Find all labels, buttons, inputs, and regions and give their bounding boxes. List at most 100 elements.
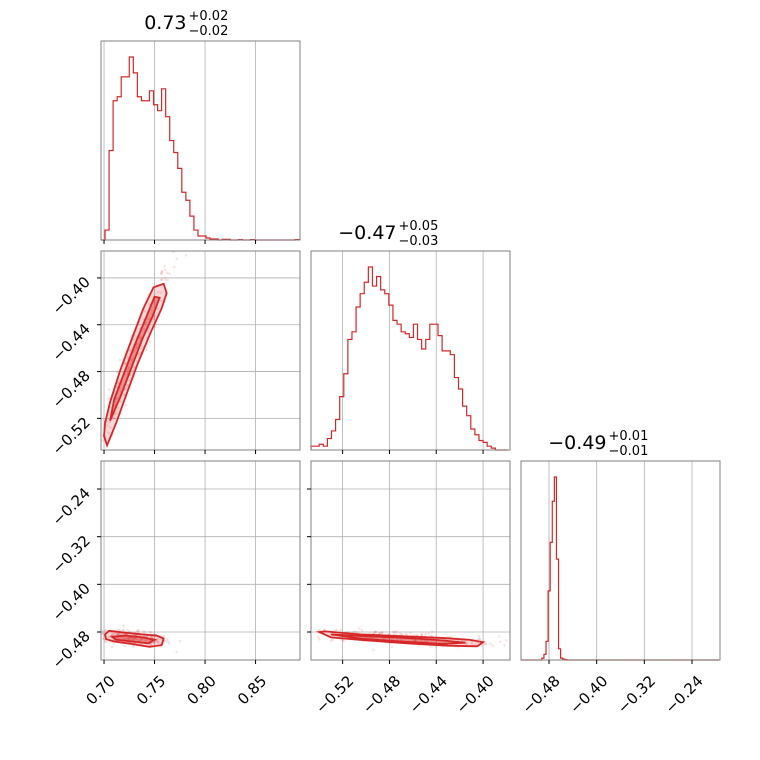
pair-0-1-point [159, 272, 163, 275]
pair-0-1-point [146, 330, 150, 334]
pair-0-2-point [136, 630, 139, 634]
panel-r2-c0-frame [100, 460, 301, 661]
pair-0-2-point [156, 641, 160, 645]
pair-0-1-point [122, 393, 126, 397]
pair-0-1-point [127, 366, 131, 370]
pair-0-1-outer-contour [103, 282, 168, 448]
pair-0-1-point [145, 321, 148, 325]
pair-0-1-point [159, 299, 163, 302]
pair-0-1-point [115, 385, 119, 389]
pair-0-2-point [110, 632, 114, 635]
ytick-label-param-2-2: −0.32 [49, 532, 94, 577]
pair-0-2-point [144, 639, 147, 642]
pair-0-1-point [116, 370, 119, 374]
pair-0-2-point [134, 637, 138, 640]
pair-0-2-point [123, 637, 127, 641]
pair-1-2-point [339, 628, 343, 632]
pair-1-2-point [393, 630, 396, 634]
pair-1-2-point [498, 640, 502, 644]
pair-1-2-point [405, 633, 409, 636]
pair-0-2-point [167, 642, 171, 645]
pair-1-2-point [413, 639, 416, 642]
pair-0-2-point [175, 650, 178, 654]
xtick-label-param-2-0: −0.48 [519, 672, 564, 717]
pair-0-1-point [126, 368, 130, 371]
xtick-label-param-0-2: 0.80 [183, 672, 219, 708]
pair-0-2-point [126, 628, 130, 632]
pair-1-2-point [478, 637, 481, 640]
pair-0-1-point [164, 278, 168, 282]
pair-0-1-point [101, 439, 104, 442]
pair-0-1-point [130, 358, 134, 362]
pair-0-2-point [156, 638, 160, 641]
pair-0-2-point [165, 637, 169, 641]
pair-0-1-point [165, 271, 169, 275]
pair-1-2-point [424, 639, 427, 643]
pair-0-1-point [116, 396, 119, 400]
xtick-label-param-0-3: 0.85 [234, 672, 270, 708]
panel-r1-c1-frame [310, 250, 511, 451]
pair-1-2-point [430, 630, 434, 634]
pair-0-2-point [115, 628, 119, 632]
pair-0-2-point [166, 639, 170, 643]
pair-0-1-point [159, 278, 163, 282]
pair-0-1-point [166, 278, 170, 282]
pair-0-1-point [150, 308, 154, 312]
pair-0-1-point [129, 362, 133, 366]
pair-0-1-point [112, 417, 115, 420]
pair-0-2-point [110, 646, 114, 649]
pair-0-2-point [143, 631, 146, 634]
pair-1-2-point [471, 642, 474, 646]
pair-1-2-point [329, 639, 333, 642]
pair-0-2-point [117, 632, 120, 636]
pair-0-1-point [124, 362, 127, 366]
pair-0-1-point [172, 265, 176, 269]
pair-0-1-point [123, 362, 127, 366]
xtick-label-param-1-2: −0.44 [406, 672, 451, 717]
pair-0-2-point [103, 630, 106, 634]
pair-1-2-point [380, 631, 384, 635]
pair-0-2-point [113, 632, 117, 636]
pair-0-2-point [140, 637, 143, 641]
pair-0-2-point [134, 637, 137, 640]
pair-1-2-point [484, 643, 488, 646]
ytick-label-param-1-0: −0.52 [49, 413, 94, 458]
pair-1-2-point [374, 630, 377, 633]
xtick-label-param-2-1: −0.40 [566, 672, 611, 717]
pair-0-1 [101, 250, 188, 448]
pair-0-1-point [127, 365, 130, 369]
title-param-1-plus: +0.05 [399, 219, 439, 234]
pair-0-2-point [137, 629, 140, 632]
pair-0-2-point [116, 632, 119, 636]
pair-0-1-point [135, 359, 138, 363]
xtick-label-param-1-0: −0.52 [312, 672, 357, 717]
pair-1-2-point [477, 634, 481, 638]
pair-1-2-point [480, 644, 484, 647]
pair-0-1-point [127, 368, 131, 372]
pair-1-2-point [420, 633, 423, 636]
pair-0-1-point [145, 348, 148, 352]
pair-1-2-point [449, 635, 453, 639]
pair-1-2-point [343, 639, 346, 642]
pair-0-1-point [175, 257, 178, 261]
pair-0-1-point [135, 342, 139, 346]
pair-0-2-point [102, 638, 106, 641]
pair-1-2-point [395, 632, 398, 636]
ytick-label-param-2-0: −0.48 [49, 627, 94, 672]
pair-0-2-point [117, 632, 121, 636]
pair-0-2-point [126, 637, 129, 640]
pair-0-1-point [143, 309, 147, 313]
pair-0-1-point [139, 335, 142, 339]
pair-0-2-point [144, 639, 147, 643]
pair-0-2-point [121, 629, 125, 632]
pair-1-2 [315, 627, 508, 652]
pair-1-2-point [415, 633, 419, 637]
pair-1-2-point [427, 632, 431, 635]
pair-0-2-inner-contour [109, 634, 158, 645]
pair-0-1-point [147, 317, 150, 321]
pair-0-1-point [160, 270, 164, 273]
pair-0-2-point [102, 637, 105, 640]
pair-0-1-point [125, 386, 129, 389]
pair-0-1-outer-fill [104, 283, 167, 446]
pair-0-1-point [163, 276, 167, 280]
